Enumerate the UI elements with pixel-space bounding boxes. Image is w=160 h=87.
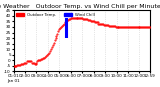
- Title: Milwaukee Weather   Outdoor Temp. vs Wind Chill per Minute (24 Hours): Milwaukee Weather Outdoor Temp. vs Wind …: [0, 4, 160, 9]
- Legend: Outdoor Temp., Wind Chill: Outdoor Temp., Wind Chill: [16, 12, 96, 18]
